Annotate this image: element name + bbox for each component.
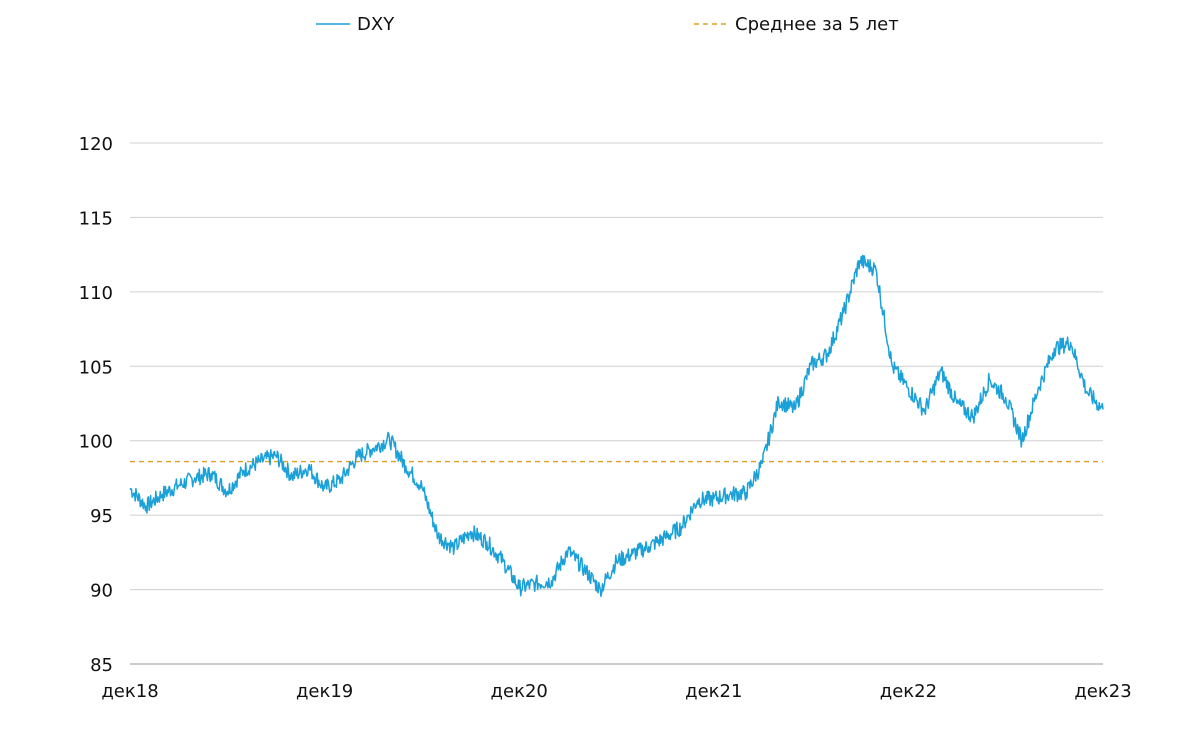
legend-label-five-year-average: Среднее за 5 лет <box>735 14 899 35</box>
plot-area <box>129 254 1104 598</box>
x-tick-label: дек18 <box>101 681 158 702</box>
y-tick-label: 95 <box>90 506 113 527</box>
series-line-dxy <box>129 254 1104 598</box>
x-axis: дек18 дек19 дек20 дек21 дек22 дек23 <box>101 681 1131 702</box>
x-tick-label: дек22 <box>880 681 937 702</box>
legend: DXY Среднее за 5 лет <box>316 14 899 35</box>
y-tick-label: 90 <box>90 581 113 602</box>
x-tick-label: дек23 <box>1074 681 1131 702</box>
y-tick-label: 100 <box>79 432 113 453</box>
y-tick-label: 85 <box>90 655 113 676</box>
y-tick-label: 110 <box>79 283 113 304</box>
legend-label-dxy: DXY <box>357 14 395 35</box>
x-tick-label: дек21 <box>685 681 742 702</box>
y-axis: 85 90 95 100 105 110 115 120 <box>79 134 113 676</box>
y-tick-label: 120 <box>79 134 113 155</box>
x-tick-label: дек19 <box>296 681 353 702</box>
y-tick-label: 115 <box>79 208 113 229</box>
grid <box>130 142 1103 665</box>
x-tick-label: дек20 <box>491 681 548 702</box>
y-tick-label: 105 <box>79 357 113 378</box>
